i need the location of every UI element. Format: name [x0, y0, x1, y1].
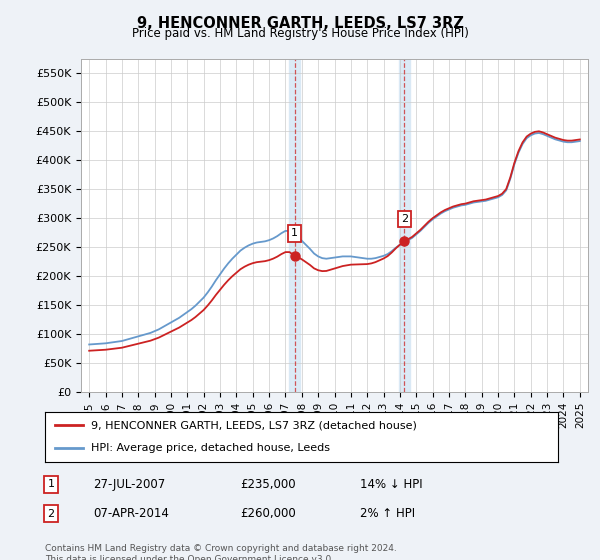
Text: 9, HENCONNER GARTH, LEEDS, LS7 3RZ: 9, HENCONNER GARTH, LEEDS, LS7 3RZ — [137, 16, 463, 31]
Text: HPI: Average price, detached house, Leeds: HPI: Average price, detached house, Leed… — [91, 444, 330, 454]
Text: 2% ↑ HPI: 2% ↑ HPI — [360, 507, 415, 520]
Text: Contains HM Land Registry data © Crown copyright and database right 2024.
This d: Contains HM Land Registry data © Crown c… — [45, 544, 397, 560]
Text: 9, HENCONNER GARTH, LEEDS, LS7 3RZ (detached house): 9, HENCONNER GARTH, LEEDS, LS7 3RZ (deta… — [91, 420, 417, 430]
Bar — [398, 59, 410, 392]
Text: 1: 1 — [47, 479, 55, 489]
Text: 14% ↓ HPI: 14% ↓ HPI — [360, 478, 422, 491]
Bar — [289, 59, 301, 392]
Text: £235,000: £235,000 — [240, 478, 296, 491]
Text: £260,000: £260,000 — [240, 507, 296, 520]
Text: 2: 2 — [47, 508, 55, 519]
Text: 07-APR-2014: 07-APR-2014 — [93, 507, 169, 520]
Text: Price paid vs. HM Land Registry's House Price Index (HPI): Price paid vs. HM Land Registry's House … — [131, 27, 469, 40]
Text: 27-JUL-2007: 27-JUL-2007 — [93, 478, 165, 491]
Text: 1: 1 — [291, 228, 298, 239]
Text: 2: 2 — [401, 214, 408, 224]
